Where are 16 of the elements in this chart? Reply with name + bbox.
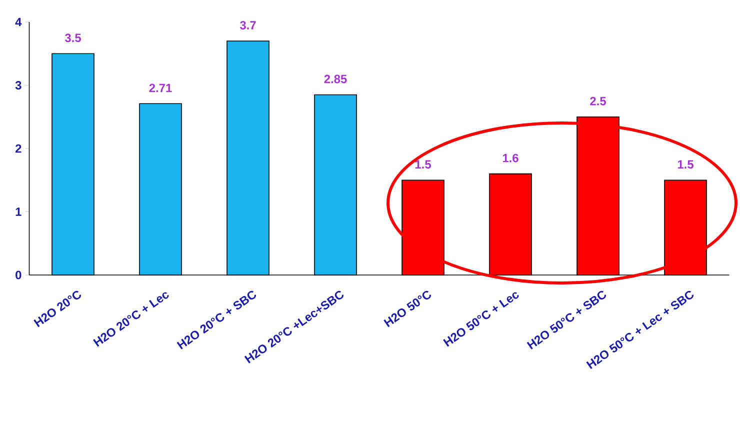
y-tick-label: 3 <box>15 81 22 90</box>
data-label: 3.5 <box>64 34 81 42</box>
data-label: 2.71 <box>149 84 172 92</box>
y-tick-label: 4 <box>15 18 22 26</box>
y-tick-label: 2 <box>16 144 22 153</box>
y-tick-label: 1 <box>16 208 22 216</box>
x-tick-label: H2O 50°C <box>384 290 431 328</box>
data-label: 1.5 <box>415 160 431 169</box>
data-label: 2.5 <box>590 96 606 106</box>
data-label: 1.5 <box>678 160 694 169</box>
data-label: 2.85 <box>324 74 347 84</box>
y-tick-label: 0 <box>16 270 22 280</box>
x-tick-label: H2O 50°C + SBC <box>526 290 606 350</box>
data-label: 1.6 <box>502 154 518 162</box>
data-label: 3.7 <box>240 20 256 30</box>
x-tick-label: H2O 50°C + Lec <box>443 292 519 347</box>
